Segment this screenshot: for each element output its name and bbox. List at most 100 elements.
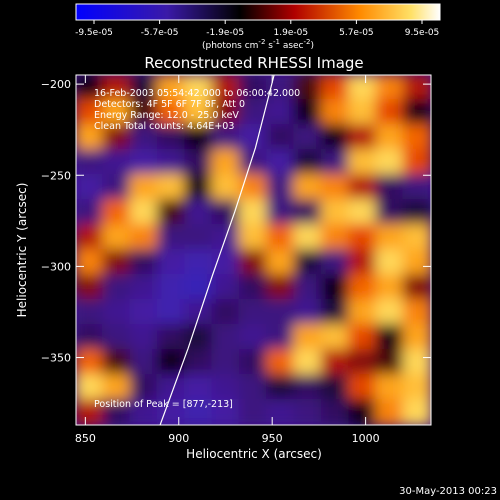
heatmap-cell bbox=[76, 349, 105, 376]
y-tick-label: −350 bbox=[41, 352, 71, 365]
colorbar-tick-label: -1.9e-05 bbox=[206, 28, 244, 38]
colorbar: -9.5e-05 -5.7e-05 -1.9e-05 1.9e-05 5.7e-05 9.… bbox=[75, 3, 441, 51]
heatmap-cell bbox=[266, 99, 296, 126]
colorbar-tick-label: 9.5e-05 bbox=[405, 28, 440, 38]
heatmap-cell bbox=[402, 75, 431, 101]
heatmap-cell bbox=[348, 374, 378, 401]
heatmap-cell bbox=[266, 174, 296, 201]
heatmap-cell bbox=[320, 174, 351, 201]
heatmap-cell bbox=[102, 224, 132, 251]
heatmap-cell bbox=[184, 399, 214, 425]
heatmap-cell bbox=[375, 174, 405, 201]
heatmap-cell bbox=[348, 224, 378, 251]
heatmap-cell bbox=[348, 99, 378, 126]
heatmap-cell bbox=[76, 374, 105, 401]
heatmap-cell bbox=[184, 99, 214, 126]
heatmap-cell bbox=[402, 324, 431, 351]
heatmap-cell bbox=[320, 149, 351, 176]
heatmap-cell bbox=[375, 199, 405, 226]
heatmap-cell bbox=[184, 374, 214, 401]
heatmap-cell bbox=[129, 99, 159, 126]
heatmap-cell bbox=[238, 349, 269, 376]
heatmap-cell bbox=[129, 249, 159, 276]
heatmap-cell bbox=[266, 199, 296, 226]
heatmap-cell bbox=[266, 149, 296, 176]
x-axis-ticks: 850 900 950 1000 bbox=[75, 75, 380, 445]
heatmap-cell bbox=[102, 149, 132, 176]
heatmap-cell bbox=[156, 249, 187, 276]
heatmap-cell bbox=[348, 75, 378, 101]
heatmap-cell bbox=[211, 349, 241, 376]
heatmap-cell bbox=[211, 199, 241, 226]
heatmap-cell bbox=[375, 324, 405, 351]
heatmap-cell bbox=[129, 224, 159, 251]
heatmap-cell bbox=[320, 299, 351, 326]
heatmap-cell bbox=[211, 374, 241, 401]
heatmap-cell bbox=[156, 124, 187, 151]
heatmap-cell bbox=[184, 174, 214, 201]
heatmap-cell bbox=[76, 299, 105, 326]
heatmap-cell bbox=[129, 124, 159, 151]
heatmap-cell bbox=[320, 124, 351, 151]
heatmap-cell bbox=[266, 299, 296, 326]
heatmap-cell bbox=[375, 224, 405, 251]
heatmap-cell bbox=[293, 249, 323, 276]
heatmap-cell bbox=[320, 374, 351, 401]
heatmap-cell bbox=[238, 249, 269, 276]
heatmap-cell bbox=[238, 174, 269, 201]
heatmap-cell bbox=[375, 149, 405, 176]
heatmap-cell bbox=[76, 224, 105, 251]
heatmap-cell bbox=[76, 149, 105, 176]
heatmap-cell bbox=[293, 399, 323, 425]
heatmap-cell bbox=[266, 274, 296, 301]
heatmap-cell bbox=[76, 249, 105, 276]
heatmap-cell bbox=[102, 349, 132, 376]
y-axis-ticks: −200 −250 −300 −350 bbox=[41, 78, 431, 365]
heatmap-cell bbox=[238, 224, 269, 251]
heatmap-cell bbox=[348, 249, 378, 276]
heatmap-cell bbox=[402, 224, 431, 251]
heatmap-cell bbox=[184, 299, 214, 326]
heatmap-cell bbox=[211, 324, 241, 351]
y-tick-label: −200 bbox=[41, 78, 71, 91]
heatmap-cell bbox=[348, 149, 378, 176]
heatmap-cell bbox=[129, 274, 159, 301]
heatmap-cell bbox=[348, 199, 378, 226]
heatmap-cell bbox=[320, 324, 351, 351]
heatmap-cell bbox=[348, 324, 378, 351]
heatmap-cell bbox=[211, 399, 241, 425]
x-tick-label: 1000 bbox=[352, 432, 380, 445]
heatmap-cell bbox=[238, 99, 269, 126]
heatmap-cell bbox=[184, 75, 214, 101]
heatmap-cell bbox=[156, 75, 187, 101]
heatmap-cell bbox=[184, 224, 214, 251]
heatmap-cell bbox=[348, 274, 378, 301]
heatmap-cell bbox=[76, 324, 105, 351]
heatmap-cell bbox=[184, 199, 214, 226]
heatmap-cell bbox=[238, 299, 269, 326]
heatmap-cell bbox=[293, 374, 323, 401]
chart-title: Reconstructed RHESSI Image bbox=[144, 54, 363, 72]
heatmap-cell bbox=[102, 274, 132, 301]
colorbar-units: (photons cm-2 s-1 asec-2) bbox=[202, 38, 314, 51]
heatmap-cell bbox=[76, 174, 105, 201]
heatmap-cell bbox=[375, 249, 405, 276]
heatmap-cell bbox=[238, 399, 269, 425]
heatmap-cell bbox=[102, 124, 132, 151]
y-tick-label: −300 bbox=[41, 260, 71, 273]
heatmap-cell bbox=[402, 274, 431, 301]
heatmap-cell bbox=[266, 249, 296, 276]
heatmap-cell bbox=[320, 99, 351, 126]
heatmap-cell bbox=[320, 249, 351, 276]
heatmap-cell bbox=[102, 174, 132, 201]
heatmap-cell bbox=[266, 324, 296, 351]
heatmap-cell bbox=[348, 124, 378, 151]
heatmap-cell bbox=[320, 199, 351, 226]
x-tick-label: 950 bbox=[262, 432, 283, 445]
heatmap-cell bbox=[156, 99, 187, 126]
heatmap-cell bbox=[76, 75, 105, 101]
annotation-block: 16-Feb-2003 05:54:42.000 to 06:00:42.000… bbox=[94, 88, 300, 132]
heatmap-cell bbox=[129, 199, 159, 226]
heatmap-cell bbox=[402, 199, 431, 226]
